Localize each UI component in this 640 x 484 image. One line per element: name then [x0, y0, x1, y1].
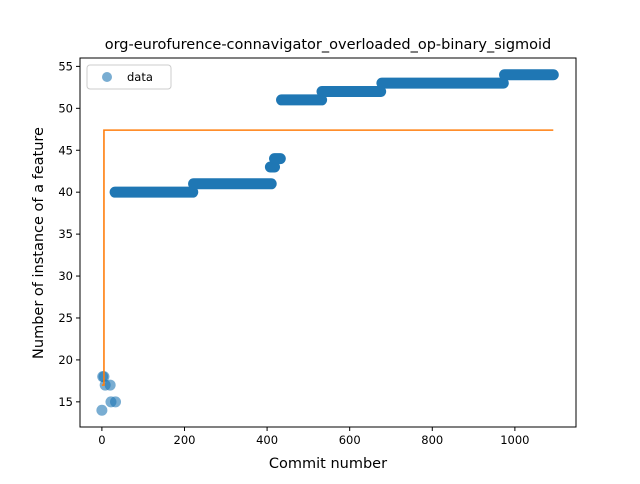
data-point: [104, 379, 116, 391]
y-tick-label: 25: [58, 311, 73, 325]
legend-box: [86, 64, 172, 90]
data-point: [96, 404, 108, 416]
plot-area: [80, 58, 576, 427]
plot-background: [80, 58, 576, 427]
legend-label: data: [127, 70, 153, 84]
y-tick-label: 45: [58, 143, 73, 157]
x-tick-label: 400: [256, 433, 278, 447]
legend: data: [86, 64, 172, 90]
axes-layer: 0 200 400 600 800 1000 15 20 25 30 35 40 45 50 55: [58, 57, 577, 447]
x-tick-label: 1000: [500, 433, 529, 447]
chart-title: org-eurofurence-connavigator_overloaded_…: [105, 37, 552, 53]
x-tick-label: 600: [339, 433, 361, 447]
series-layer: [96, 69, 559, 416]
x-tick-label: 200: [174, 433, 196, 447]
y-tick-label: 35: [58, 227, 73, 241]
legend-marker: [102, 72, 112, 82]
y-tick-label: 55: [58, 59, 73, 73]
y-tick-label: 50: [58, 101, 73, 115]
series-data-points: [96, 69, 559, 416]
y-tick-label: 20: [58, 353, 73, 367]
y-tick-label: 30: [58, 269, 73, 283]
axes-frame: [79, 57, 577, 428]
y-axis-label: Number of instance of a feature: [31, 127, 47, 359]
x-axis-label: Commit number: [269, 456, 387, 472]
y-tick-label: 40: [58, 185, 73, 199]
data-point: [110, 396, 122, 408]
x-tick-label: 800: [421, 433, 443, 447]
series-fit-line: [101, 129, 554, 386]
y-tick-label: 15: [58, 395, 73, 409]
x-tick-label: 0: [98, 433, 105, 447]
